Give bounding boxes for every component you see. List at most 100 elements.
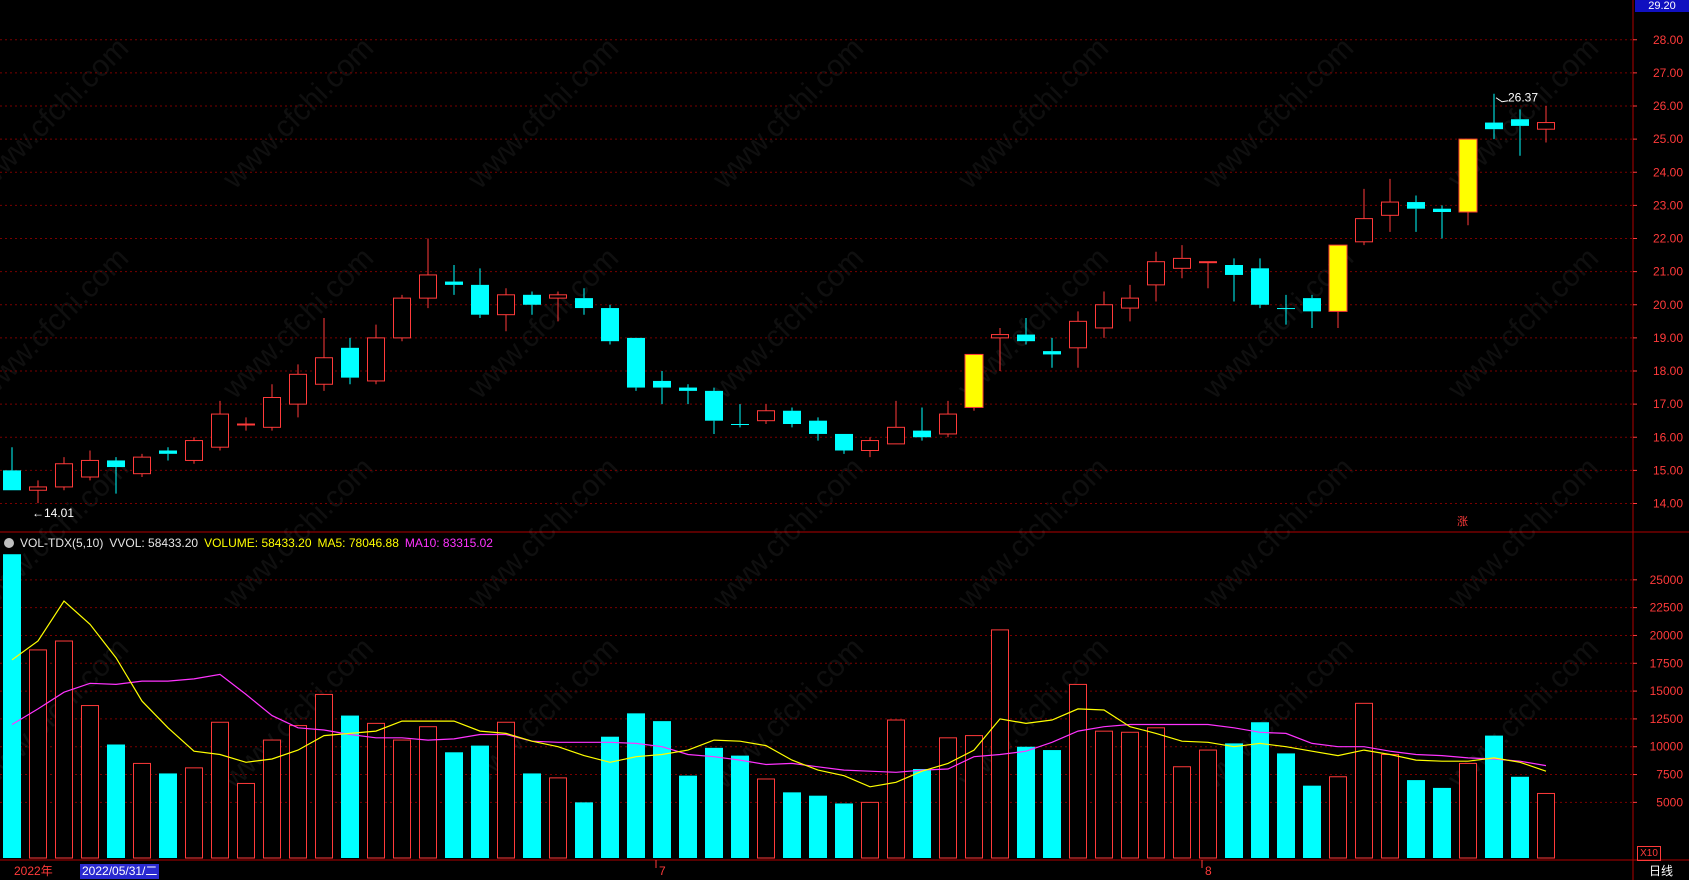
candle-body-down[interactable]	[601, 308, 619, 342]
candle-body-up[interactable]	[263, 397, 281, 428]
volume-bar-up[interactable]	[1147, 727, 1165, 859]
volume-bar-down[interactable]	[1225, 743, 1243, 858]
candle-body-up[interactable]	[133, 456, 151, 475]
volume-bar-down[interactable]	[1511, 776, 1529, 858]
candle-body-limit-up[interactable]	[964, 353, 984, 408]
volume-bar-down[interactable]	[653, 721, 671, 858]
volume-bar-up[interactable]	[1173, 766, 1191, 859]
volume-bar-down[interactable]	[627, 713, 645, 858]
volume-bar-down[interactable]	[523, 773, 541, 858]
volume-bar-down[interactable]	[575, 802, 593, 858]
candle-body-up[interactable]	[185, 440, 203, 461]
volume-bar-up[interactable]	[1537, 792, 1555, 859]
candle-body-down[interactable]	[627, 337, 645, 388]
candle-body-down[interactable]	[835, 433, 853, 451]
candle-body-down[interactable]	[679, 387, 697, 391]
candle-body-up[interactable]	[757, 410, 775, 422]
indicator-name[interactable]: VOL-TDX(5,10)	[20, 536, 104, 550]
candle-body-up[interactable]	[289, 373, 307, 405]
candle-body-up[interactable]	[211, 413, 229, 448]
volume-bar-down[interactable]	[705, 747, 723, 858]
volume-bar-up[interactable]	[1329, 776, 1347, 859]
volume-bar-up[interactable]	[549, 777, 567, 859]
candle-body-up[interactable]	[393, 297, 411, 339]
volume-bar-up[interactable]	[757, 778, 775, 859]
volume-bar-down[interactable]	[679, 775, 697, 858]
candle-body-up[interactable]	[939, 413, 957, 435]
candle-body-up[interactable]	[1537, 122, 1555, 130]
candle-body-down[interactable]	[1251, 268, 1269, 305]
candle-body-down[interactable]	[653, 380, 671, 388]
candle-body-limit-up[interactable]	[1328, 244, 1348, 312]
candle-body-up[interactable]	[81, 459, 99, 478]
volume-bar-up[interactable]	[861, 801, 879, 859]
candle-body-up[interactable]	[1147, 261, 1165, 286]
volume-bar-down[interactable]	[1043, 750, 1061, 858]
candle-body-down[interactable]	[1043, 351, 1061, 355]
volume-bar-down[interactable]	[1407, 780, 1425, 858]
volume-bar-down[interactable]	[471, 745, 489, 858]
volume-bar-up[interactable]	[1069, 683, 1087, 859]
candle-body-up[interactable]	[1121, 297, 1139, 309]
candle-body-down[interactable]	[523, 294, 541, 305]
candle-body-up[interactable]	[1199, 261, 1217, 264]
volume-bar-up[interactable]	[991, 629, 1009, 859]
candle-body-down[interactable]	[341, 347, 359, 378]
candle-body-down[interactable]	[1017, 334, 1035, 342]
volume-bar-down[interactable]	[1303, 785, 1321, 858]
candle-body-up[interactable]	[419, 274, 437, 299]
volume-bar-up[interactable]	[419, 726, 437, 859]
candle-body-up[interactable]	[29, 486, 47, 491]
volume-bar-down[interactable]	[1433, 787, 1451, 858]
volume-bar-down[interactable]	[107, 744, 125, 858]
volume-bar-up[interactable]	[315, 693, 333, 859]
volume-bar-up[interactable]	[263, 739, 281, 859]
candle-body-down[interactable]	[3, 470, 21, 491]
candle-body-up[interactable]	[1381, 201, 1399, 216]
indicator-settings-icon[interactable]	[4, 538, 14, 548]
candle-body-up[interactable]	[237, 423, 255, 426]
volume-bar-up[interactable]	[1121, 731, 1139, 859]
candle-body-down[interactable]	[1407, 202, 1425, 209]
candle-body-down[interactable]	[809, 420, 827, 434]
candle-body-down[interactable]	[731, 424, 749, 425]
candle-body-down[interactable]	[1225, 265, 1243, 275]
volume-bar-down[interactable]	[1277, 753, 1295, 858]
candle-body-down[interactable]	[575, 298, 593, 309]
volume-bar-up[interactable]	[367, 722, 385, 859]
volume-bar-down[interactable]	[3, 554, 21, 858]
volume-bar-up[interactable]	[289, 725, 307, 859]
candle-body-up[interactable]	[887, 426, 905, 445]
candle-body-up[interactable]	[1095, 304, 1113, 329]
candle-body-down[interactable]	[783, 410, 801, 424]
volume-bar-up[interactable]	[133, 762, 151, 859]
volume-bar-down[interactable]	[731, 755, 749, 858]
volume-bar-down[interactable]	[913, 768, 931, 858]
candle-body-up[interactable]	[315, 357, 333, 385]
volume-bar-up[interactable]	[211, 721, 229, 859]
volume-bar-up[interactable]	[1381, 754, 1399, 859]
volume-bar-down[interactable]	[601, 736, 619, 858]
candle-body-down[interactable]	[107, 460, 125, 468]
limit-up-marker[interactable]: 涨	[1457, 515, 1468, 528]
volume-bar-up[interactable]	[1459, 762, 1477, 859]
candle-body-up[interactable]	[367, 337, 385, 382]
candle-body-down[interactable]	[471, 284, 489, 315]
volume-bar-up[interactable]	[887, 719, 905, 859]
volume-bar-up[interactable]	[939, 737, 957, 859]
volume-bar-down[interactable]	[445, 752, 463, 858]
volume-bar-down[interactable]	[341, 715, 359, 858]
volume-bar-down[interactable]	[809, 795, 827, 858]
volume-bar-down[interactable]	[1017, 746, 1035, 858]
volume-bar-up[interactable]	[81, 705, 99, 859]
volume-bar-up[interactable]	[1355, 702, 1373, 859]
volume-bar-down[interactable]	[1251, 722, 1269, 858]
volume-bar-up[interactable]	[497, 721, 515, 859]
volume-bar-down[interactable]	[835, 803, 853, 858]
volume-bar-up[interactable]	[237, 782, 255, 859]
candle-body-up[interactable]	[861, 440, 879, 451]
candle-body-up[interactable]	[55, 463, 73, 488]
candle-body-up[interactable]	[1173, 257, 1191, 269]
period-label[interactable]: 日线	[1649, 864, 1674, 878]
